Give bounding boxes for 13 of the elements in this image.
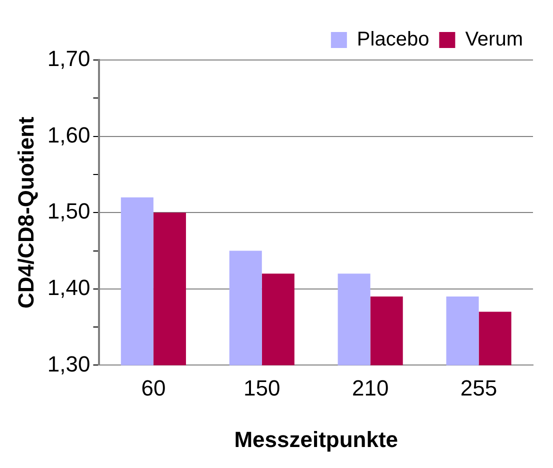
x-tick-label: 60 [141,375,166,400]
x-tick-label: 150 [244,375,280,400]
x-tick-label: 210 [352,375,389,400]
y-tick-label: 1,70 [47,46,90,72]
legend-label: Verum [465,28,524,51]
y-tick-label: 1,60 [47,122,90,148]
y-tick-label: 1,30 [47,351,90,376]
x-tick-label: 255 [460,375,498,400]
y-tick-label: 1,50 [47,198,90,224]
legend-label: Placebo [356,28,430,51]
y-tick-label: 1,40 [47,274,90,300]
x-axis-title: Messzeitpunkte [234,426,398,452]
y-axis-title: CD4/CD8-Quotient [13,116,38,309]
